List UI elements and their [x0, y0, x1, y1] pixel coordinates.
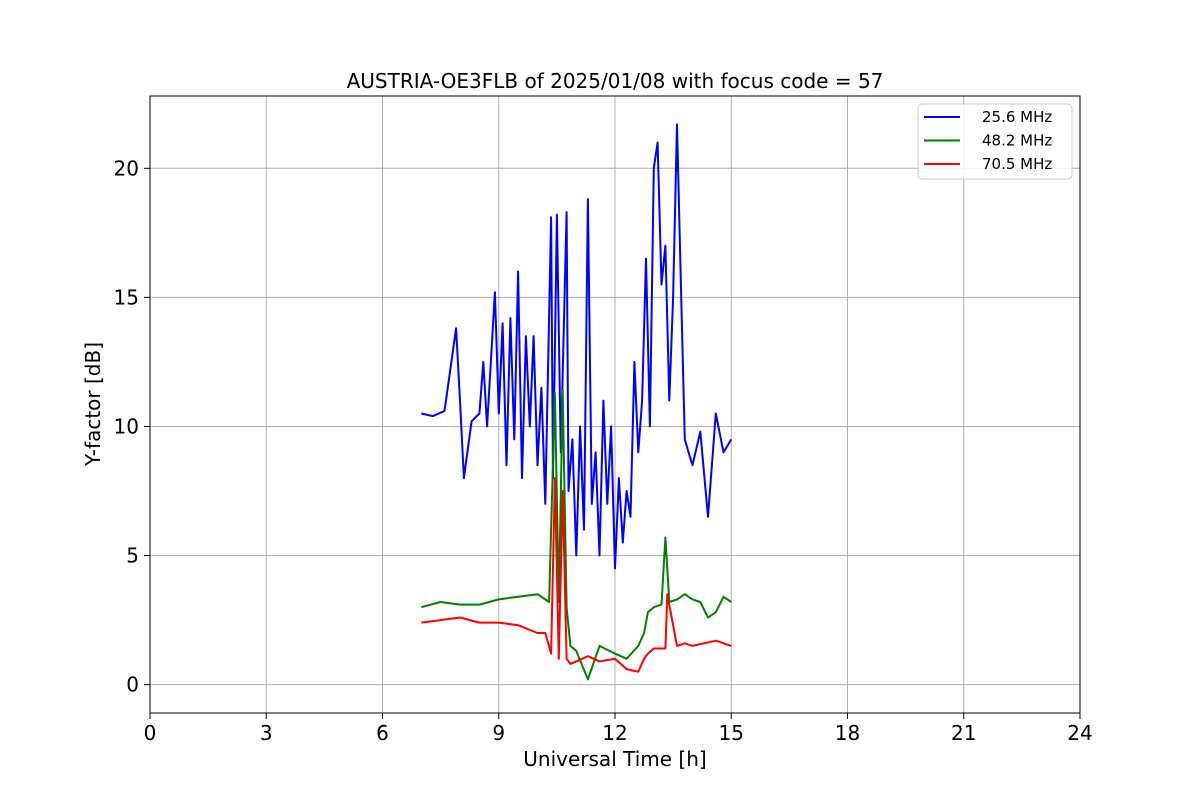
x-tick-label: 21 [951, 721, 976, 745]
chart-title: AUSTRIA-OE3FLB of 2025/01/08 with focus … [347, 69, 884, 93]
x-axis-label: Universal Time [h] [523, 747, 706, 771]
series-line-3 [421, 477, 732, 673]
legend-label-3: 70.5 MHz [982, 155, 1052, 173]
x-tick-label: 3 [260, 721, 273, 745]
y-tick-label: 15 [114, 285, 139, 309]
x-tick-label: 9 [492, 721, 505, 745]
y-tick-label: 0 [126, 673, 139, 697]
x-tick-label: 0 [144, 721, 157, 745]
x-tick-label: 15 [719, 721, 744, 745]
x-tick-label: 24 [1067, 721, 1092, 745]
series-layer [421, 123, 733, 681]
y-tick-label: 5 [126, 544, 139, 568]
x-tick-label: 12 [602, 721, 627, 745]
legend-label-2: 48.2 MHz [982, 132, 1052, 150]
x-tick-label: 18 [835, 721, 860, 745]
series-line-2 [421, 389, 732, 681]
legend: 25.6 MHz 48.2 MHz 70.5 MHz [917, 103, 1073, 180]
legend-label-1: 25.6 MHz [982, 108, 1052, 126]
series-line-1 [421, 123, 733, 570]
legend-box [917, 103, 1073, 180]
y-tick-label: 10 [114, 414, 139, 438]
x-tick-label: 6 [376, 721, 389, 745]
y-axis-label: Y-factor [dB] [81, 342, 105, 467]
y-axis: 0 5 10 15 20 [114, 156, 150, 697]
y-tick-label: 20 [114, 156, 139, 180]
x-axis: 0 3 6 9 12 15 18 21 24 [144, 713, 1093, 745]
